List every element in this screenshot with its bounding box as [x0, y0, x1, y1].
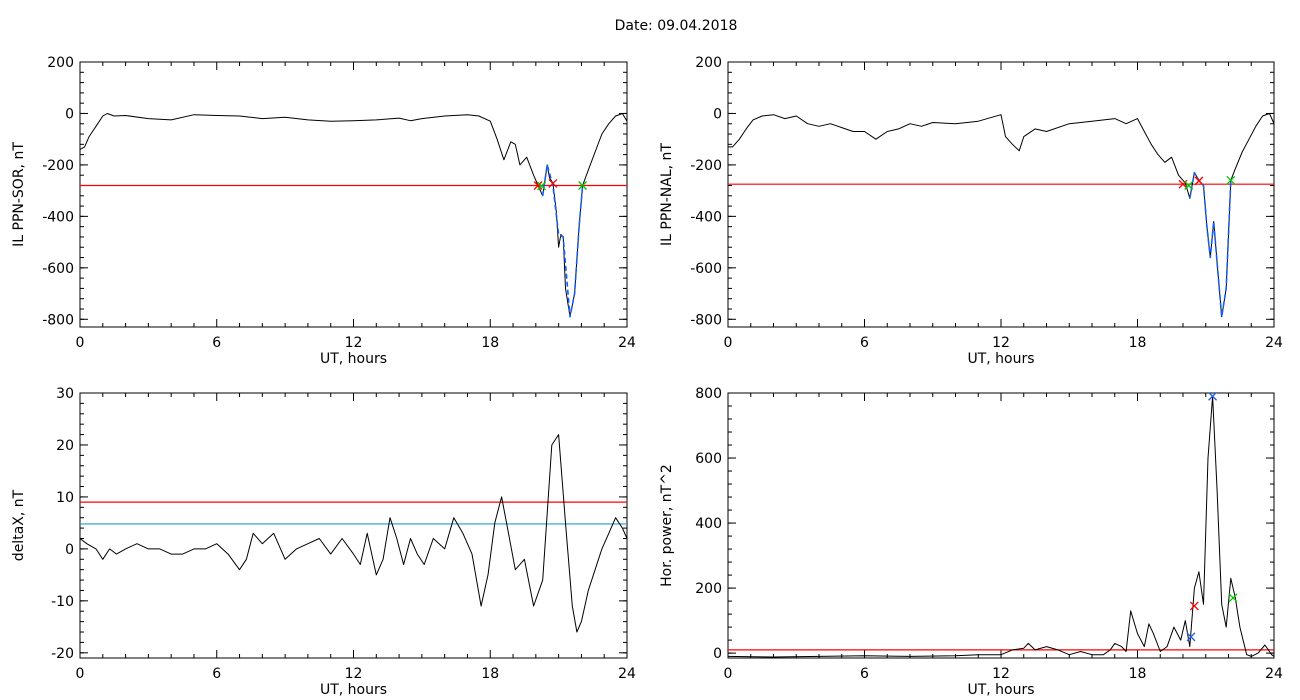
x-tick-label-nal: 24	[1265, 335, 1283, 351]
y-tick-label-deltax: 10	[56, 490, 74, 506]
marker-sor-0	[533, 181, 543, 190]
y-tick-label-sor: -400	[42, 209, 74, 225]
data-line-nal	[728, 113, 1275, 318]
y-axis-label-power: Hor. power, nT^2	[659, 464, 675, 587]
y-tick-label-nal: 0	[713, 106, 722, 122]
x-tick-label-deltax: 24	[618, 666, 636, 682]
y-tick-label-sor: -600	[42, 261, 74, 277]
data-line-sor	[79, 113, 628, 318]
x-tick-label-deltax: 0	[76, 666, 85, 682]
x-axis-label-power: UT, hours	[967, 682, 1034, 698]
y-tick-label-nal: -800	[690, 312, 722, 328]
marker-power-1	[1186, 632, 1196, 642]
x-axis-label-nal: UT, hours	[967, 351, 1034, 367]
x-tick-label-power: 6	[860, 666, 869, 682]
y-axis-label-deltax: deltaX, nT	[11, 489, 27, 561]
y-tick-label-deltax: 0	[65, 542, 74, 558]
marker-sor-3	[578, 181, 588, 190]
x-tick-label-deltax: 6	[212, 666, 221, 682]
data-line-power	[727, 395, 1275, 658]
x-tick-label-deltax: 18	[481, 666, 499, 682]
x-tick-label-sor: 0	[76, 335, 85, 351]
x-tick-label-nal: 12	[992, 335, 1010, 351]
x-tick-label-sor: 12	[345, 335, 363, 351]
y-tick-label-sor: -800	[42, 312, 74, 328]
plot-frame-sor	[79, 61, 628, 328]
fit-line-nal	[1189, 171, 1232, 318]
y-tick-label-deltax: 30	[56, 386, 74, 402]
y-tick-label-nal: -600	[690, 261, 722, 277]
marker-sor-1	[537, 181, 546, 191]
x-axis-label-deltax: UT, hours	[320, 682, 387, 698]
page-title: Date: 09.04.2018	[614, 18, 738, 34]
data-line-deltax	[79, 434, 628, 633]
fit-line-sor	[541, 164, 584, 318]
y-tick-label-power: 800	[695, 386, 722, 402]
y-axis-label-nal: IL PPN-NAL, nT	[659, 143, 675, 246]
y-tick-label-power: 200	[695, 581, 722, 597]
x-tick-label-power: 18	[1129, 666, 1147, 682]
x-tick-label-power: 0	[724, 666, 733, 682]
y-tick-label-power: 600	[695, 451, 722, 467]
y-tick-label-power: 400	[695, 516, 722, 532]
x-tick-label-nal: 18	[1129, 335, 1147, 351]
x-tick-label-deltax: 12	[345, 666, 363, 682]
y-axis-label-sor: IL PPN-SOR, nT	[11, 142, 27, 247]
plot-frame-nal	[727, 61, 1275, 328]
marker-sor-2	[548, 178, 558, 188]
y-tick-label-sor: -200	[42, 158, 74, 174]
marker-nal-2	[1194, 176, 1204, 186]
y-tick-label-deltax: -20	[51, 646, 74, 662]
marker-nal-1	[1184, 181, 1194, 190]
marker-power-0	[1189, 601, 1199, 611]
marker-power-2	[1208, 391, 1218, 401]
x-tick-label-power: 24	[1265, 666, 1283, 682]
y-tick-label-deltax: 20	[56, 438, 74, 454]
y-tick-label-deltax: -10	[51, 594, 74, 610]
plot-frame-deltax	[79, 392, 628, 659]
marker-power-3	[1228, 593, 1238, 603]
x-tick-label-sor: 24	[618, 335, 636, 351]
x-tick-label-nal: 0	[724, 335, 733, 351]
y-tick-label-sor: 200	[47, 55, 74, 71]
x-tick-label-sor: 6	[212, 335, 221, 351]
marker-nal-3	[1226, 175, 1236, 185]
y-tick-label-power: 0	[713, 646, 722, 662]
x-tick-label-nal: 6	[860, 335, 869, 351]
y-tick-label-nal: 200	[695, 55, 722, 71]
x-tick-label-power: 12	[992, 666, 1010, 682]
x-tick-label-sor: 18	[481, 335, 499, 351]
x-axis-label-sor: UT, hours	[320, 351, 387, 367]
y-tick-label-nal: -200	[690, 158, 722, 174]
y-tick-label-sor: 0	[65, 106, 74, 122]
marker-nal-0	[1178, 179, 1188, 189]
y-tick-label-nal: -400	[690, 209, 722, 225]
